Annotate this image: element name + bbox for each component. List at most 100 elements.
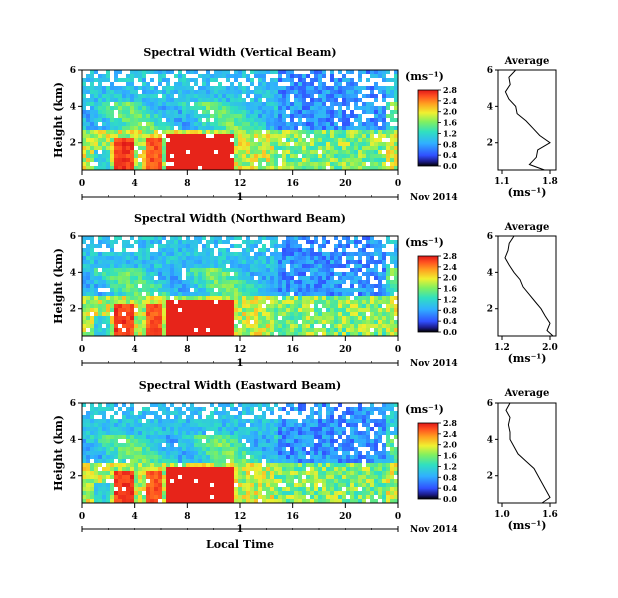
heatmap-cell	[378, 130, 383, 135]
heatmap-cell	[82, 423, 87, 428]
heatmap-cell	[218, 475, 223, 480]
heatmap-cell	[138, 495, 143, 500]
heatmap-cell	[270, 244, 275, 249]
heatmap-cell	[98, 90, 103, 95]
heatmap-cell	[206, 411, 211, 416]
heatmap-cell	[138, 499, 143, 504]
heatmap-cell	[194, 78, 199, 83]
heatmap-cell	[222, 415, 227, 420]
heatmap-cell	[214, 439, 219, 444]
heatmap-cell	[214, 74, 219, 79]
heatmap-cell	[166, 102, 171, 107]
heatmap-cell	[322, 264, 327, 269]
heatmap-cell	[162, 483, 167, 488]
heatmap-cell	[274, 252, 279, 257]
heatmap-cell	[106, 415, 111, 420]
heatmap-cell	[274, 102, 279, 107]
heatmap-cell	[350, 316, 355, 321]
heatmap-cell	[246, 320, 251, 325]
heatmap-cell	[246, 332, 251, 337]
heatmap-cell	[314, 142, 319, 147]
heatmap-cell	[362, 292, 367, 297]
heatmap-cell	[82, 264, 87, 269]
heatmap-cell	[86, 423, 91, 428]
heatmap-cell	[126, 134, 131, 139]
heatmap-cell	[374, 154, 379, 159]
heatmap-cell	[298, 308, 303, 313]
heatmap-cell	[274, 138, 279, 143]
heatmap-cell	[126, 483, 131, 488]
heatmap-cell	[90, 134, 95, 139]
heatmap-cell	[322, 328, 327, 333]
heatmap-cell	[350, 288, 355, 293]
heatmap-cell	[214, 78, 219, 83]
heatmap-cell	[246, 74, 251, 79]
heatmap-cell	[98, 328, 103, 333]
heatmap-cell	[174, 316, 179, 321]
heatmap-cell	[178, 403, 183, 408]
heatmap-cell	[106, 256, 111, 261]
heatmap-cell	[382, 236, 387, 241]
y-tick-label: 4	[70, 268, 76, 278]
heatmap-cell	[102, 244, 107, 249]
heatmap-cell	[98, 284, 103, 289]
heatmap-cell	[166, 162, 171, 167]
heatmap-cell	[314, 252, 319, 257]
heatmap-cell	[110, 292, 115, 297]
heatmap-cell	[346, 158, 351, 163]
heatmap-cell	[378, 324, 383, 329]
heatmap-cell	[222, 332, 227, 337]
heatmap-cell	[370, 166, 375, 171]
heatmap-cell	[338, 244, 343, 249]
x-tick-label: 16	[286, 179, 299, 189]
heatmap-cell	[254, 304, 259, 309]
heatmap-cell	[298, 248, 303, 253]
heatmap-cell	[362, 70, 367, 75]
heatmap-cell	[138, 70, 143, 75]
heatmap-cell	[110, 471, 115, 476]
heatmap-cell	[270, 280, 275, 285]
heatmap-cell	[218, 328, 223, 333]
heatmap-cell	[146, 240, 151, 245]
heatmap-cell	[174, 463, 179, 468]
heatmap-cell	[202, 90, 207, 95]
heatmap-cell	[150, 288, 155, 293]
heatmap-cell	[94, 154, 99, 159]
heatmap-cell	[98, 74, 103, 79]
heatmap-cell	[302, 244, 307, 249]
heatmap-cell	[106, 471, 111, 476]
heatmap-cell	[386, 320, 391, 325]
heatmap-cell	[102, 260, 107, 265]
heatmap-cell	[146, 134, 151, 139]
heatmap-cell	[366, 324, 371, 329]
heatmap-cell	[342, 280, 347, 285]
heatmap-cell	[230, 86, 235, 91]
heatmap-cell	[270, 138, 275, 143]
heatmap-cell	[146, 94, 151, 99]
heatmap-cell	[326, 106, 331, 111]
heatmap-cell	[122, 471, 127, 476]
heatmap-cell	[110, 407, 115, 412]
heatmap-cell	[118, 407, 123, 412]
heatmap-cell	[378, 300, 383, 305]
heatmap-cell	[266, 280, 271, 285]
heatmap-cell	[314, 240, 319, 245]
heatmap-cell	[282, 248, 287, 253]
heatmap-cell	[94, 142, 99, 147]
heatmap-cell	[258, 332, 263, 337]
heatmap-cell	[198, 312, 203, 317]
heatmap-cell	[102, 300, 107, 305]
heatmap-cell	[338, 74, 343, 79]
heatmap-cell	[302, 74, 307, 79]
heatmap-cell	[242, 130, 247, 135]
heatmap-cell	[106, 260, 111, 265]
heatmap-cell	[122, 499, 127, 504]
heatmap-cell	[114, 142, 119, 147]
heatmap-cell	[210, 86, 215, 91]
heatmap-cell	[218, 419, 223, 424]
heatmap-cell	[206, 320, 211, 325]
heatmap-cell	[118, 487, 123, 492]
heatmap-cell	[318, 316, 323, 321]
heatmap-cell	[346, 292, 351, 297]
heatmap-cell	[150, 332, 155, 337]
